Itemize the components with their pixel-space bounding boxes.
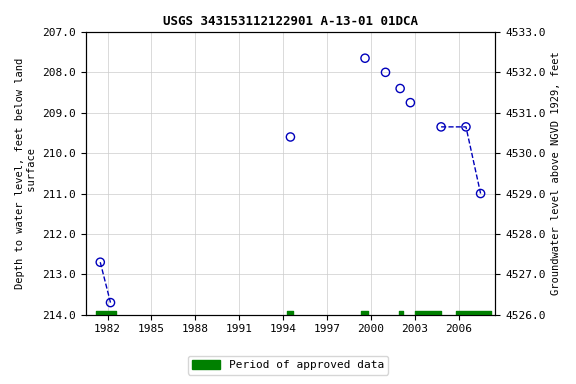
Point xyxy=(396,85,405,91)
Legend: Period of approved data: Period of approved data xyxy=(188,356,388,375)
Point xyxy=(461,124,471,130)
Point xyxy=(286,134,295,140)
Y-axis label: Depth to water level, feet below land
 surface: Depth to water level, feet below land su… xyxy=(15,58,37,289)
Point xyxy=(406,99,415,106)
Y-axis label: Groundwater level above NGVD 1929, feet: Groundwater level above NGVD 1929, feet xyxy=(551,51,561,295)
Point xyxy=(361,55,370,61)
Point xyxy=(437,124,446,130)
Point xyxy=(96,259,105,265)
Title: USGS 343153112122901 A-13-01 01DCA: USGS 343153112122901 A-13-01 01DCA xyxy=(163,15,418,28)
Point xyxy=(106,300,115,306)
Point xyxy=(476,190,485,197)
Point xyxy=(381,69,390,75)
